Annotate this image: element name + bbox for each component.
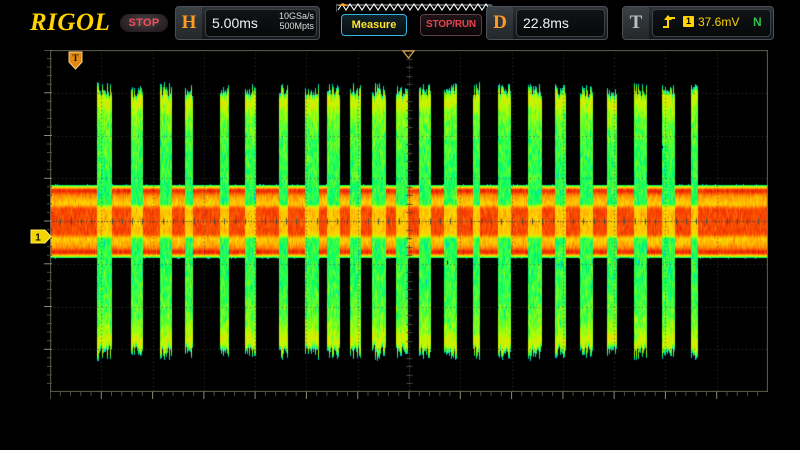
- trigger-tag: T: [623, 7, 649, 39]
- horizontal-readout: [205, 9, 317, 37]
- sample-rate-value: 10GSa/s: [278, 11, 314, 21]
- svg-text:1: 1: [35, 233, 41, 244]
- waveform-decoration-icon: [336, 3, 496, 13]
- delay-readout: [516, 9, 605, 37]
- timebase-value: 5.00ms: [212, 15, 258, 31]
- trigger-readout: [652, 9, 771, 37]
- delay-value: 22.8ms: [523, 15, 569, 31]
- svg-text:T: T: [72, 53, 78, 63]
- channel1-ground-marker[interactable]: 1: [30, 228, 52, 245]
- delay-tag: D: [487, 7, 513, 39]
- grid-canvas: [50, 50, 768, 392]
- trigger-time-marker-icon[interactable]: [402, 50, 415, 59]
- vertical-axis-ticks: [44, 50, 52, 384]
- bottom-status-bar: 1 Ω 20.0mV -7.20mV 2: [0, 400, 800, 450]
- horizontal-tag: H: [176, 7, 202, 39]
- top-status-bar: RIGOL STOP H 5.00ms 10GSa/s 500Mpts Meas…: [0, 0, 800, 46]
- trigger-sweep-mode: N: [753, 15, 762, 29]
- waveform-display[interactable]: [50, 50, 768, 392]
- measure-button[interactable]: Measure: [341, 14, 407, 36]
- run-state-badge[interactable]: STOP: [120, 14, 168, 32]
- brand-logo: RIGOL: [30, 9, 111, 36]
- rising-edge-icon: [663, 15, 675, 28]
- memory-depth-value: 500Mpts: [279, 21, 314, 31]
- horizontal-axis-ticks: [50, 392, 759, 399]
- stop-run-button[interactable]: STOP/RUN: [420, 14, 482, 36]
- trigger-source-badge: 1: [683, 16, 694, 27]
- trigger-position-flag-icon[interactable]: T: [68, 51, 83, 70]
- sample-rate-readout: 10GSa/s 500Mpts: [268, 11, 314, 31]
- trigger-level-value: 37.6mV: [698, 15, 740, 29]
